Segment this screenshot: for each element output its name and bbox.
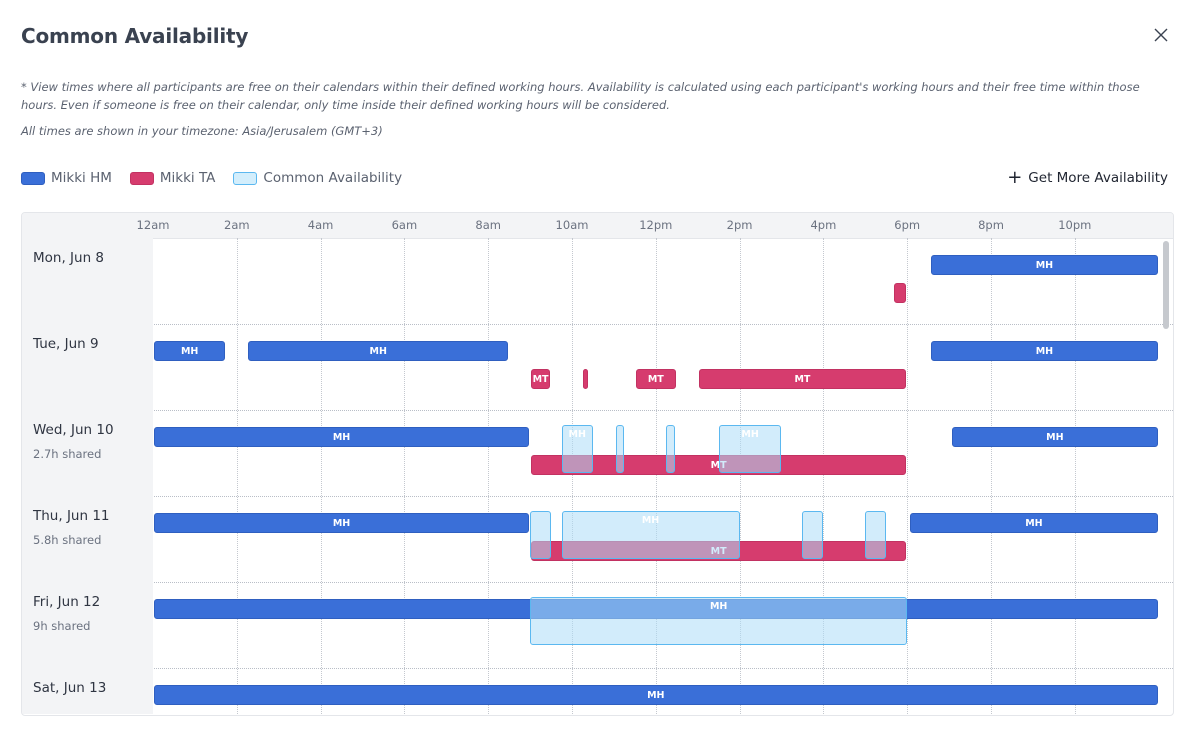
common-swatch <box>233 171 258 185</box>
shared-hours: 9h shared <box>33 619 91 633</box>
day-label-cell: Wed, Jun 10 2.7h shared <box>22 410 153 496</box>
legend-label-mt: Mikki TA <box>159 170 216 186</box>
hour-label: 6am <box>391 218 418 232</box>
hour-label: 4am <box>307 218 334 232</box>
mh-busy-block[interactable]: MH <box>931 255 1158 275</box>
shared-hours: 5.8h shared <box>33 533 102 547</box>
mt-busy-block[interactable]: MT <box>635 369 676 389</box>
mh-busy-block[interactable]: MH <box>154 685 1158 705</box>
day-row: Sat, Jun 13 MH <box>22 668 1173 714</box>
mt-busy-block[interactable]: MT <box>698 369 907 389</box>
common-availability-block[interactable] <box>666 425 675 473</box>
legend-item-common: Common Availability <box>233 170 402 186</box>
day-row: Thu, Jun 115.8h sharedMHMHMTMH <box>22 496 1173 583</box>
get-more-availability-button[interactable]: + Get More Availability <box>1007 167 1168 188</box>
day-label-cell: Mon, Jun 8 <box>22 238 153 324</box>
legend-item-mh: Mikki HM <box>21 170 112 186</box>
hour-gridline <box>907 238 909 714</box>
hour-gridline <box>739 238 741 714</box>
common-availability-block[interactable] <box>802 511 824 559</box>
common-block-label: MH <box>641 515 660 526</box>
day-label: Thu, Jun 11 <box>33 508 110 524</box>
hour-label: 12pm <box>639 218 673 232</box>
dialog-title: Common Availability <box>21 24 249 48</box>
common-block-label: MH <box>709 601 728 612</box>
common-availability-block[interactable]: MH <box>561 511 740 559</box>
day-label: Tue, Jun 9 <box>33 336 99 352</box>
hour-gridline <box>655 238 657 714</box>
close-icon[interactable] <box>1152 26 1170 44</box>
mh-busy-block[interactable]: MH <box>910 513 1158 533</box>
hours-header: 12am 2am 4am 6am 8am 10am 12pm 2pm 4pm 6pm 8pm 10pm <box>22 213 1173 239</box>
hour-label: 6pm <box>894 218 921 232</box>
common-availability-block[interactable]: MH <box>561 425 593 473</box>
legend-label-mh: Mikki HM <box>51 170 112 186</box>
mt-swatch <box>129 171 154 185</box>
availability-grid: 12am 2am 4am 6am 8am 10am 12pm 2pm 4pm 6pm 8pm 10pm… <box>21 212 1174 716</box>
mh-busy-block[interactable]: MH <box>952 427 1158 447</box>
hour-label: 10am <box>555 218 589 232</box>
hour-gridline <box>320 238 322 714</box>
day-label: Fri, Jun 12 <box>33 594 101 610</box>
day-row: Wed, Jun 102.7h sharedMHMHMTMHMH <box>22 410 1173 497</box>
day-row: Fri, Jun 12 9h shared MH <box>22 582 1173 669</box>
mh-busy-block[interactable]: MH <box>248 341 509 361</box>
mt-busy-block[interactable]: MT <box>531 369 551 389</box>
hour-label: 2pm <box>726 218 753 232</box>
mh-busy-block[interactable]: MH <box>154 513 530 533</box>
hour-gridline <box>991 238 992 714</box>
hour-gridline <box>1074 238 1076 714</box>
day-label-cell: Thu, Jun 11 5.8h shared <box>22 496 153 582</box>
day-row: Tue, Jun 9 MH MH MH MT MT MT <box>22 324 1173 411</box>
legend-label-common: Common Availability <box>263 170 403 186</box>
common-availability-block[interactable] <box>615 425 625 473</box>
scrollbar[interactable] <box>1163 241 1169 329</box>
hour-gridline <box>488 238 490 714</box>
common-availability-block[interactable] <box>865 511 887 559</box>
mh-busy-block[interactable]: MH <box>154 341 226 361</box>
hour-gridline <box>236 238 238 714</box>
day-label-cell: Tue, Jun 9 <box>22 324 153 410</box>
hour-label: 2am <box>224 218 250 232</box>
shared-hours: 2.7h shared <box>33 447 102 461</box>
mt-busy-block[interactable] <box>583 369 588 389</box>
legend: Mikki HM Mikki TA Common Availability <box>21 170 420 186</box>
hour-gridline <box>572 238 573 714</box>
mh-busy-block[interactable]: MH <box>931 341 1158 361</box>
common-block-label: MH <box>741 429 759 440</box>
hour-label: 8am <box>475 218 501 232</box>
day-label-cell: Sat, Jun 13 <box>22 668 153 714</box>
common-block-label: MH <box>568 429 586 440</box>
mh-busy-block[interactable]: MH <box>154 427 530 447</box>
hour-gridline <box>404 238 406 714</box>
hour-label: 12am <box>136 218 170 232</box>
common-availability-block[interactable] <box>530 511 552 559</box>
hour-label: 10pm <box>1058 218 1092 232</box>
timezone-note: All times are shown in your timezone: As… <box>21 124 383 138</box>
day-rows[interactable]: Mon, Jun 8 MH Tue, Jun 9 MH MH MH MT MT MT Wed, J… <box>22 238 1173 714</box>
legend-item-mt: Mikki TA <box>129 170 216 186</box>
day-label: Sat, Jun 13 <box>33 680 107 696</box>
hour-label: 4pm <box>810 218 837 232</box>
day-row: Mon, Jun 8 MH <box>22 238 1173 325</box>
hour-gridline <box>823 238 825 714</box>
plus-icon: + <box>1007 167 1023 188</box>
mt-busy-block[interactable] <box>893 283 907 303</box>
get-more-label: Get More Availability <box>1028 170 1168 186</box>
common-availability-block[interactable]: MH <box>718 425 782 473</box>
day-label-cell: Fri, Jun 12 9h shared <box>22 582 153 668</box>
mh-swatch <box>21 171 45 185</box>
day-label: Wed, Jun 10 <box>33 422 114 438</box>
hour-label: 8pm <box>978 218 1004 232</box>
common-availability-block[interactable]: MH <box>530 597 908 645</box>
day-label: Mon, Jun 8 <box>33 250 105 266</box>
availability-description: * View times where all participants are … <box>21 80 1140 112</box>
